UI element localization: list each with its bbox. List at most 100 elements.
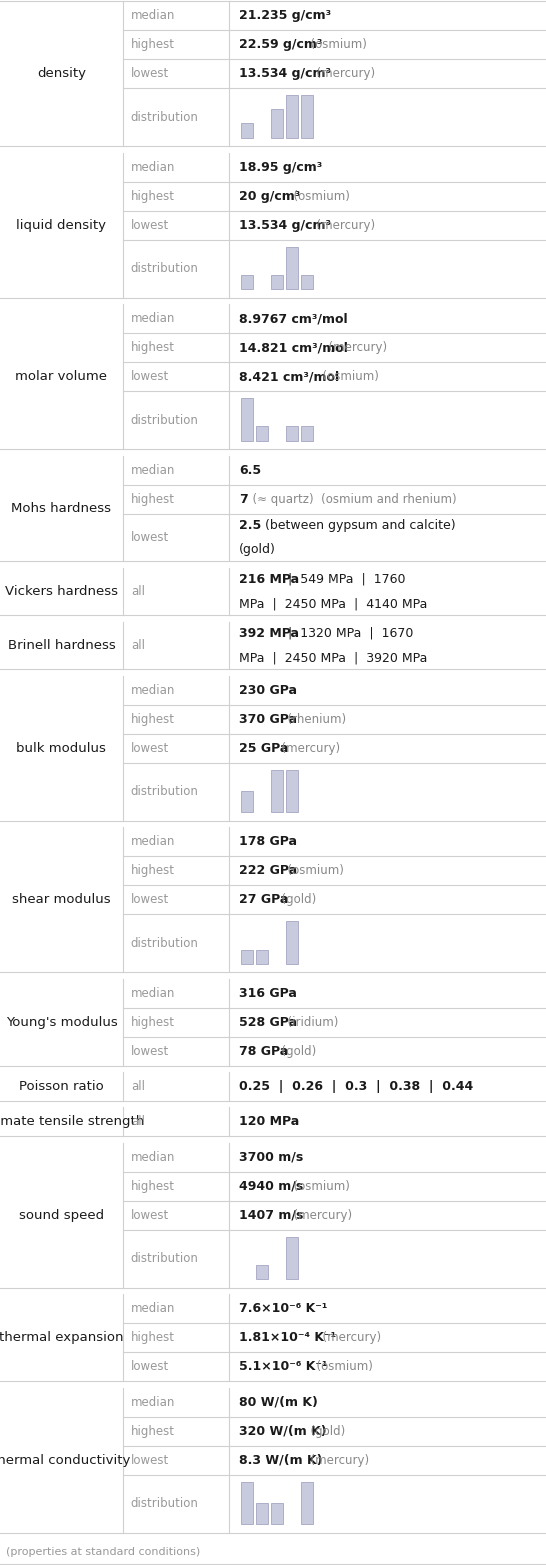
- Text: 216 MPa: 216 MPa: [239, 573, 299, 585]
- Text: 14.821 cm³/mol: 14.821 cm³/mol: [239, 341, 348, 354]
- Text: highest: highest: [131, 712, 175, 726]
- Bar: [286, 770, 298, 812]
- Text: (gold): (gold): [274, 1045, 316, 1058]
- Bar: [286, 247, 298, 290]
- Text: all: all: [131, 1080, 145, 1092]
- Text: (mercury): (mercury): [314, 1332, 381, 1344]
- Text: all: all: [131, 1116, 145, 1128]
- Text: 8.9767 cm³/mol: 8.9767 cm³/mol: [239, 311, 348, 326]
- Bar: [241, 950, 253, 964]
- Bar: [271, 275, 283, 290]
- Text: 178 GPa: 178 GPa: [239, 836, 298, 848]
- Bar: [301, 95, 313, 138]
- Text: all: all: [131, 639, 145, 653]
- Text: Brinell hardness: Brinell hardness: [8, 639, 115, 653]
- Bar: [271, 770, 283, 812]
- Text: lowest: lowest: [131, 1454, 169, 1466]
- Text: lowest: lowest: [131, 67, 169, 80]
- Text: highest: highest: [131, 493, 175, 505]
- Text: 316 GPa: 316 GPa: [239, 986, 297, 1000]
- Text: 27 GPa: 27 GPa: [239, 894, 289, 906]
- Text: (≈ quartz)  (osmium and rhenium): (≈ quartz) (osmium and rhenium): [245, 493, 457, 505]
- Text: median: median: [131, 311, 175, 326]
- Text: highest: highest: [131, 1424, 175, 1438]
- Text: distribution: distribution: [131, 1498, 199, 1510]
- Text: lowest: lowest: [131, 1045, 169, 1058]
- Text: highest: highest: [131, 38, 175, 52]
- Bar: [301, 427, 313, 441]
- Text: 80 W/(m K): 80 W/(m K): [239, 1396, 318, 1408]
- Bar: [241, 790, 253, 812]
- Bar: [286, 922, 298, 964]
- Text: highest: highest: [131, 1332, 175, 1344]
- Text: 120 MPa: 120 MPa: [239, 1116, 300, 1128]
- Text: lowest: lowest: [131, 894, 169, 906]
- Text: molar volume: molar volume: [15, 371, 108, 383]
- Text: liquid density: liquid density: [16, 219, 106, 232]
- Text: 8.3 W/(m K): 8.3 W/(m K): [239, 1454, 323, 1466]
- Text: Vickers hardness: Vickers hardness: [5, 585, 118, 598]
- Text: distribution: distribution: [131, 111, 199, 124]
- Bar: [271, 1502, 283, 1524]
- Text: 22.59 g/cm³: 22.59 g/cm³: [239, 38, 323, 52]
- Bar: [271, 110, 283, 138]
- Text: median: median: [131, 1302, 175, 1315]
- Text: 7: 7: [239, 493, 248, 505]
- Text: median: median: [131, 9, 175, 22]
- Text: 21.235 g/cm³: 21.235 g/cm³: [239, 9, 331, 22]
- Bar: [256, 1265, 268, 1279]
- Bar: [256, 427, 268, 441]
- Text: 320 W/(m K): 320 W/(m K): [239, 1424, 327, 1438]
- Text: sound speed: sound speed: [19, 1208, 104, 1222]
- Text: 25 GPa: 25 GPa: [239, 742, 289, 754]
- Text: 78 GPa: 78 GPa: [239, 1045, 289, 1058]
- Text: (osmium): (osmium): [314, 371, 378, 383]
- Bar: [241, 124, 253, 138]
- Text: 230 GPa: 230 GPa: [239, 684, 298, 696]
- Text: (osmium): (osmium): [309, 1360, 373, 1374]
- Bar: [286, 1236, 298, 1279]
- Text: (mercury): (mercury): [286, 1208, 352, 1222]
- Text: highest: highest: [131, 189, 175, 202]
- Text: lowest: lowest: [131, 1360, 169, 1374]
- Bar: [286, 427, 298, 441]
- Text: lowest: lowest: [131, 219, 169, 232]
- Text: (mercury): (mercury): [309, 67, 375, 80]
- Text: (mercury): (mercury): [303, 1454, 369, 1466]
- Text: (gold): (gold): [274, 894, 316, 906]
- Text: lowest: lowest: [131, 742, 169, 754]
- Text: distribution: distribution: [131, 413, 199, 427]
- Text: (osmium): (osmium): [286, 189, 349, 202]
- Text: Mohs hardness: Mohs hardness: [11, 502, 111, 515]
- Text: (rhenium): (rhenium): [280, 712, 346, 726]
- Text: distribution: distribution: [131, 263, 199, 275]
- Text: (osmium): (osmium): [280, 864, 344, 878]
- Bar: [301, 275, 313, 290]
- Text: lowest: lowest: [131, 371, 169, 383]
- Text: median: median: [131, 463, 175, 477]
- Text: (iridium): (iridium): [280, 1016, 339, 1028]
- Text: bulk modulus: bulk modulus: [16, 742, 106, 754]
- Text: 6.5: 6.5: [239, 463, 262, 477]
- Text: distribution: distribution: [131, 937, 199, 950]
- Text: 20 g/cm³: 20 g/cm³: [239, 189, 300, 202]
- Text: 222 GPa: 222 GPa: [239, 864, 298, 878]
- Text: (mercury): (mercury): [321, 341, 387, 354]
- Text: 392 MPa: 392 MPa: [239, 626, 299, 640]
- Text: (gold): (gold): [239, 543, 276, 557]
- Text: Poisson ratio: Poisson ratio: [19, 1080, 104, 1092]
- Text: 1407 m/s: 1407 m/s: [239, 1208, 304, 1222]
- Text: ultimate tensile strength: ultimate tensile strength: [0, 1116, 144, 1128]
- Text: median: median: [131, 986, 175, 1000]
- Text: shear modulus: shear modulus: [12, 894, 111, 906]
- Text: 18.95 g/cm³: 18.95 g/cm³: [239, 161, 323, 174]
- Text: 2.5: 2.5: [239, 518, 262, 532]
- Text: (mercury): (mercury): [274, 742, 340, 754]
- Bar: [301, 1482, 313, 1524]
- Text: highest: highest: [131, 864, 175, 878]
- Text: 8.421 cm³/mol: 8.421 cm³/mol: [239, 371, 340, 383]
- Text: 7.6×10⁻⁶ K⁻¹: 7.6×10⁻⁶ K⁻¹: [239, 1302, 328, 1315]
- Text: (between gypsum and calcite): (between gypsum and calcite): [257, 518, 455, 532]
- Text: MPa  |  2450 MPa  |  4140 MPa: MPa | 2450 MPa | 4140 MPa: [239, 598, 428, 610]
- Text: lowest: lowest: [131, 531, 169, 545]
